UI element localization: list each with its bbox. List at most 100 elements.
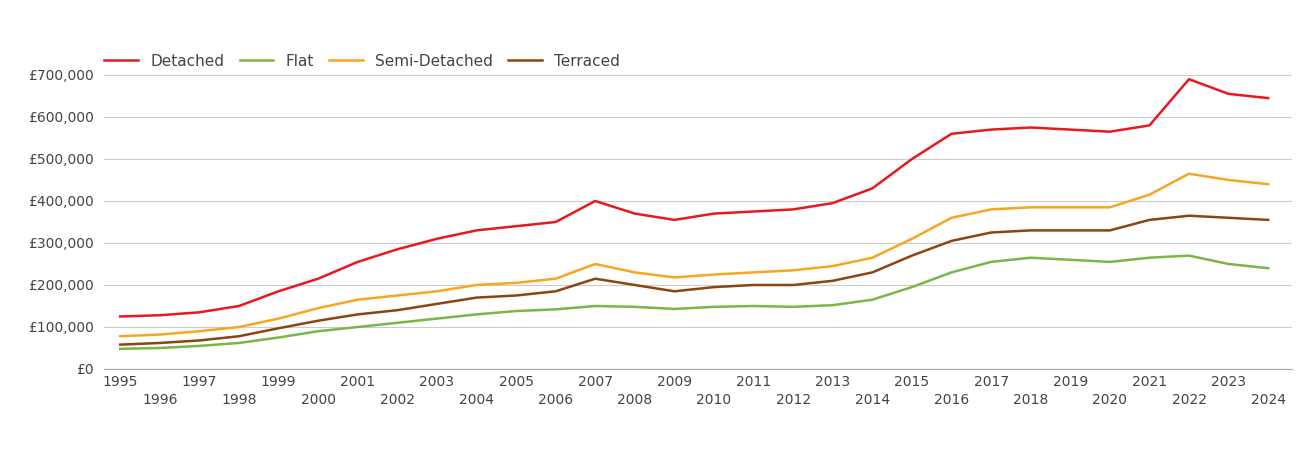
Flat [151, 345, 167, 351]
Terraced [745, 282, 761, 288]
Semi-Detached [1261, 181, 1276, 187]
Terraced [112, 342, 128, 347]
Detached [112, 314, 128, 319]
Terraced [1142, 217, 1158, 223]
Semi-Detached [587, 261, 603, 267]
Line: Semi-Detached: Semi-Detached [120, 174, 1268, 336]
Semi-Detached [151, 332, 167, 337]
Semi-Detached [1023, 205, 1039, 210]
Terraced [231, 333, 247, 339]
Terraced [786, 282, 801, 288]
Flat [192, 343, 207, 349]
Detached [904, 156, 920, 162]
Detached [1023, 125, 1039, 130]
Detached [864, 186, 880, 191]
Detached [429, 236, 445, 242]
Flat [231, 340, 247, 346]
Terraced [508, 293, 523, 298]
Terraced [904, 253, 920, 258]
Terraced [311, 318, 326, 324]
Detached [825, 200, 840, 206]
Terraced [468, 295, 484, 300]
Flat [468, 312, 484, 317]
Semi-Detached [864, 255, 880, 261]
Terraced [626, 282, 642, 288]
Terraced [706, 284, 722, 290]
Flat [904, 284, 920, 290]
Semi-Detached [1181, 171, 1197, 176]
Detached [983, 127, 998, 132]
Terraced [270, 325, 286, 331]
Detached [626, 211, 642, 216]
Flat [1261, 266, 1276, 271]
Terraced [1062, 228, 1078, 233]
Flat [825, 302, 840, 308]
Detached [548, 219, 564, 225]
Semi-Detached [350, 297, 365, 302]
Semi-Detached [944, 215, 959, 220]
Semi-Detached [1220, 177, 1236, 183]
Terraced [350, 312, 365, 317]
Terraced [944, 238, 959, 243]
Flat [1101, 259, 1117, 265]
Detached [706, 211, 722, 216]
Flat [389, 320, 405, 325]
Semi-Detached [192, 328, 207, 334]
Detached [1142, 123, 1158, 128]
Terraced [1101, 228, 1117, 233]
Detached [587, 198, 603, 204]
Semi-Detached [389, 293, 405, 298]
Flat [1142, 255, 1158, 261]
Detached [508, 224, 523, 229]
Flat [983, 259, 998, 265]
Flat [745, 303, 761, 309]
Semi-Detached [1101, 205, 1117, 210]
Detached [350, 259, 365, 265]
Flat [626, 304, 642, 310]
Flat [864, 297, 880, 302]
Flat [786, 304, 801, 310]
Terraced [864, 270, 880, 275]
Flat [508, 308, 523, 314]
Semi-Detached [626, 270, 642, 275]
Flat [350, 324, 365, 330]
Flat [429, 316, 445, 321]
Flat [112, 346, 128, 351]
Flat [548, 306, 564, 312]
Terraced [1220, 215, 1236, 220]
Flat [587, 303, 603, 309]
Flat [270, 335, 286, 340]
Terraced [587, 276, 603, 281]
Detached [270, 288, 286, 294]
Detached [311, 276, 326, 281]
Detached [231, 303, 247, 309]
Detached [468, 228, 484, 233]
Detached [1101, 129, 1117, 135]
Detached [786, 207, 801, 212]
Detached [667, 217, 683, 223]
Semi-Detached [745, 270, 761, 275]
Detached [389, 247, 405, 252]
Semi-Detached [667, 275, 683, 280]
Semi-Detached [112, 333, 128, 339]
Flat [311, 328, 326, 334]
Semi-Detached [508, 280, 523, 286]
Semi-Detached [786, 268, 801, 273]
Semi-Detached [311, 306, 326, 311]
Flat [706, 304, 722, 310]
Terraced [1261, 217, 1276, 223]
Terraced [548, 288, 564, 294]
Terraced [1023, 228, 1039, 233]
Detached [1181, 76, 1197, 82]
Line: Flat: Flat [120, 256, 1268, 349]
Flat [1181, 253, 1197, 258]
Semi-Detached [548, 276, 564, 281]
Semi-Detached [1062, 205, 1078, 210]
Semi-Detached [825, 263, 840, 269]
Line: Terraced: Terraced [120, 216, 1268, 345]
Detached [1062, 127, 1078, 132]
Flat [1023, 255, 1039, 261]
Semi-Detached [1142, 192, 1158, 198]
Flat [1062, 257, 1078, 262]
Terraced [825, 278, 840, 284]
